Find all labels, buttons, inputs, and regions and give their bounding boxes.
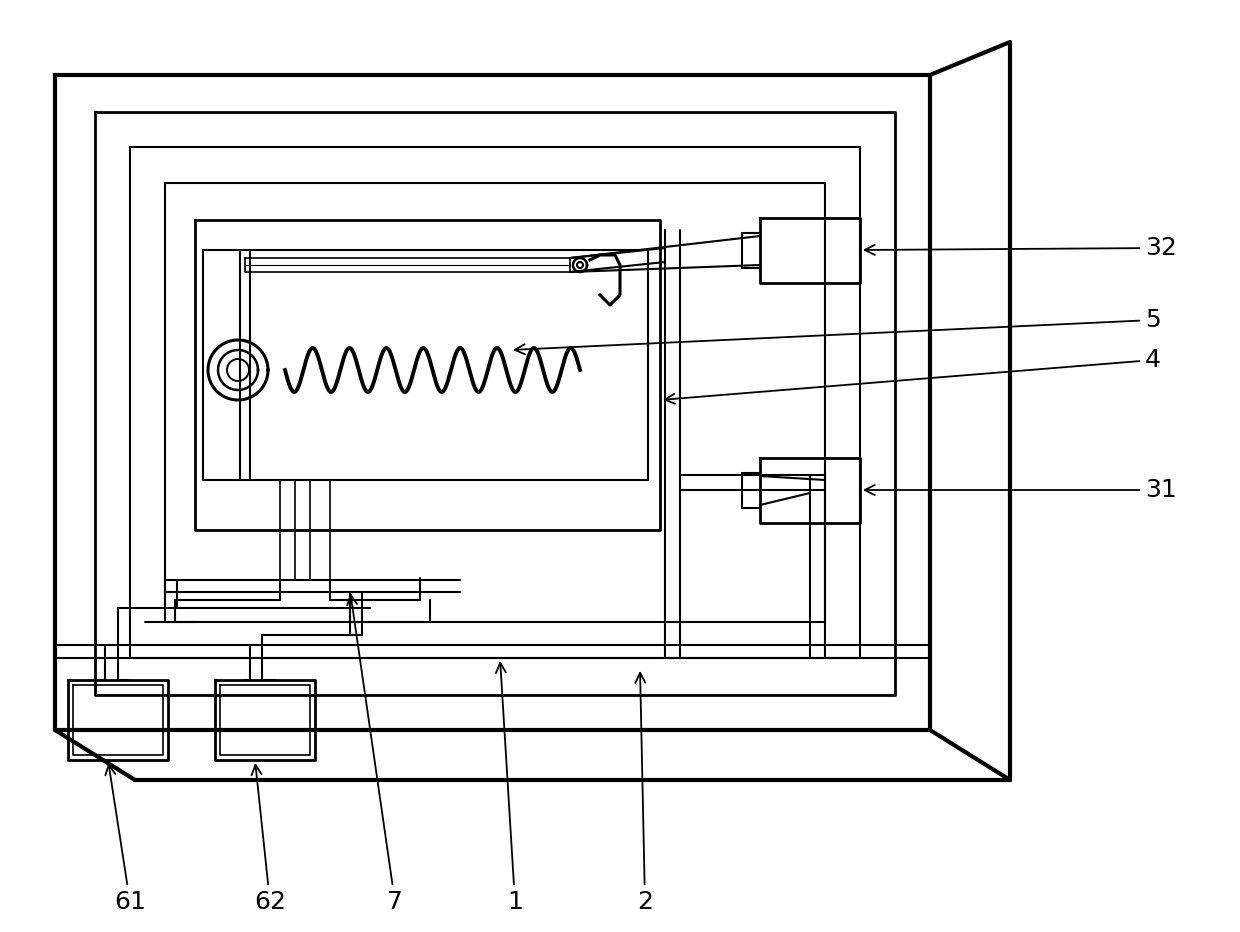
Text: 2: 2 [635,673,653,914]
Text: 4: 4 [665,348,1161,404]
Text: 5: 5 [515,308,1161,354]
Text: 61: 61 [105,765,146,914]
Text: 32: 32 [864,236,1177,260]
Text: 31: 31 [864,478,1177,502]
Text: 62: 62 [252,765,286,914]
Text: 7: 7 [347,595,403,914]
Text: 1: 1 [496,663,523,914]
